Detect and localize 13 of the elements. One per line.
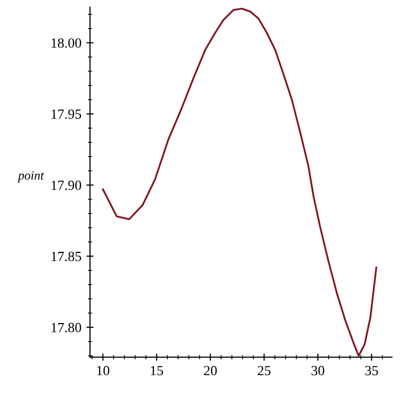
x-tick-label: 30 (312, 366, 324, 376)
y-tick-label: 17.85 (52, 252, 82, 262)
y-tick-label: 18.00 (52, 38, 82, 48)
y-tick-label: 17.90 (52, 180, 82, 190)
x-tick-label: 35 (365, 366, 378, 376)
line-series (102, 8, 378, 357)
x-tick-label: 15 (150, 366, 164, 376)
x-tick-label: 10 (97, 366, 110, 376)
y-axis-title: point (17, 171, 44, 182)
y-tick-label: 17.95 (52, 110, 82, 119)
x-tick-label: 20 (204, 366, 217, 376)
x-tick-label: 25 (258, 366, 271, 376)
y-tick-label: 17.80 (52, 322, 82, 332)
